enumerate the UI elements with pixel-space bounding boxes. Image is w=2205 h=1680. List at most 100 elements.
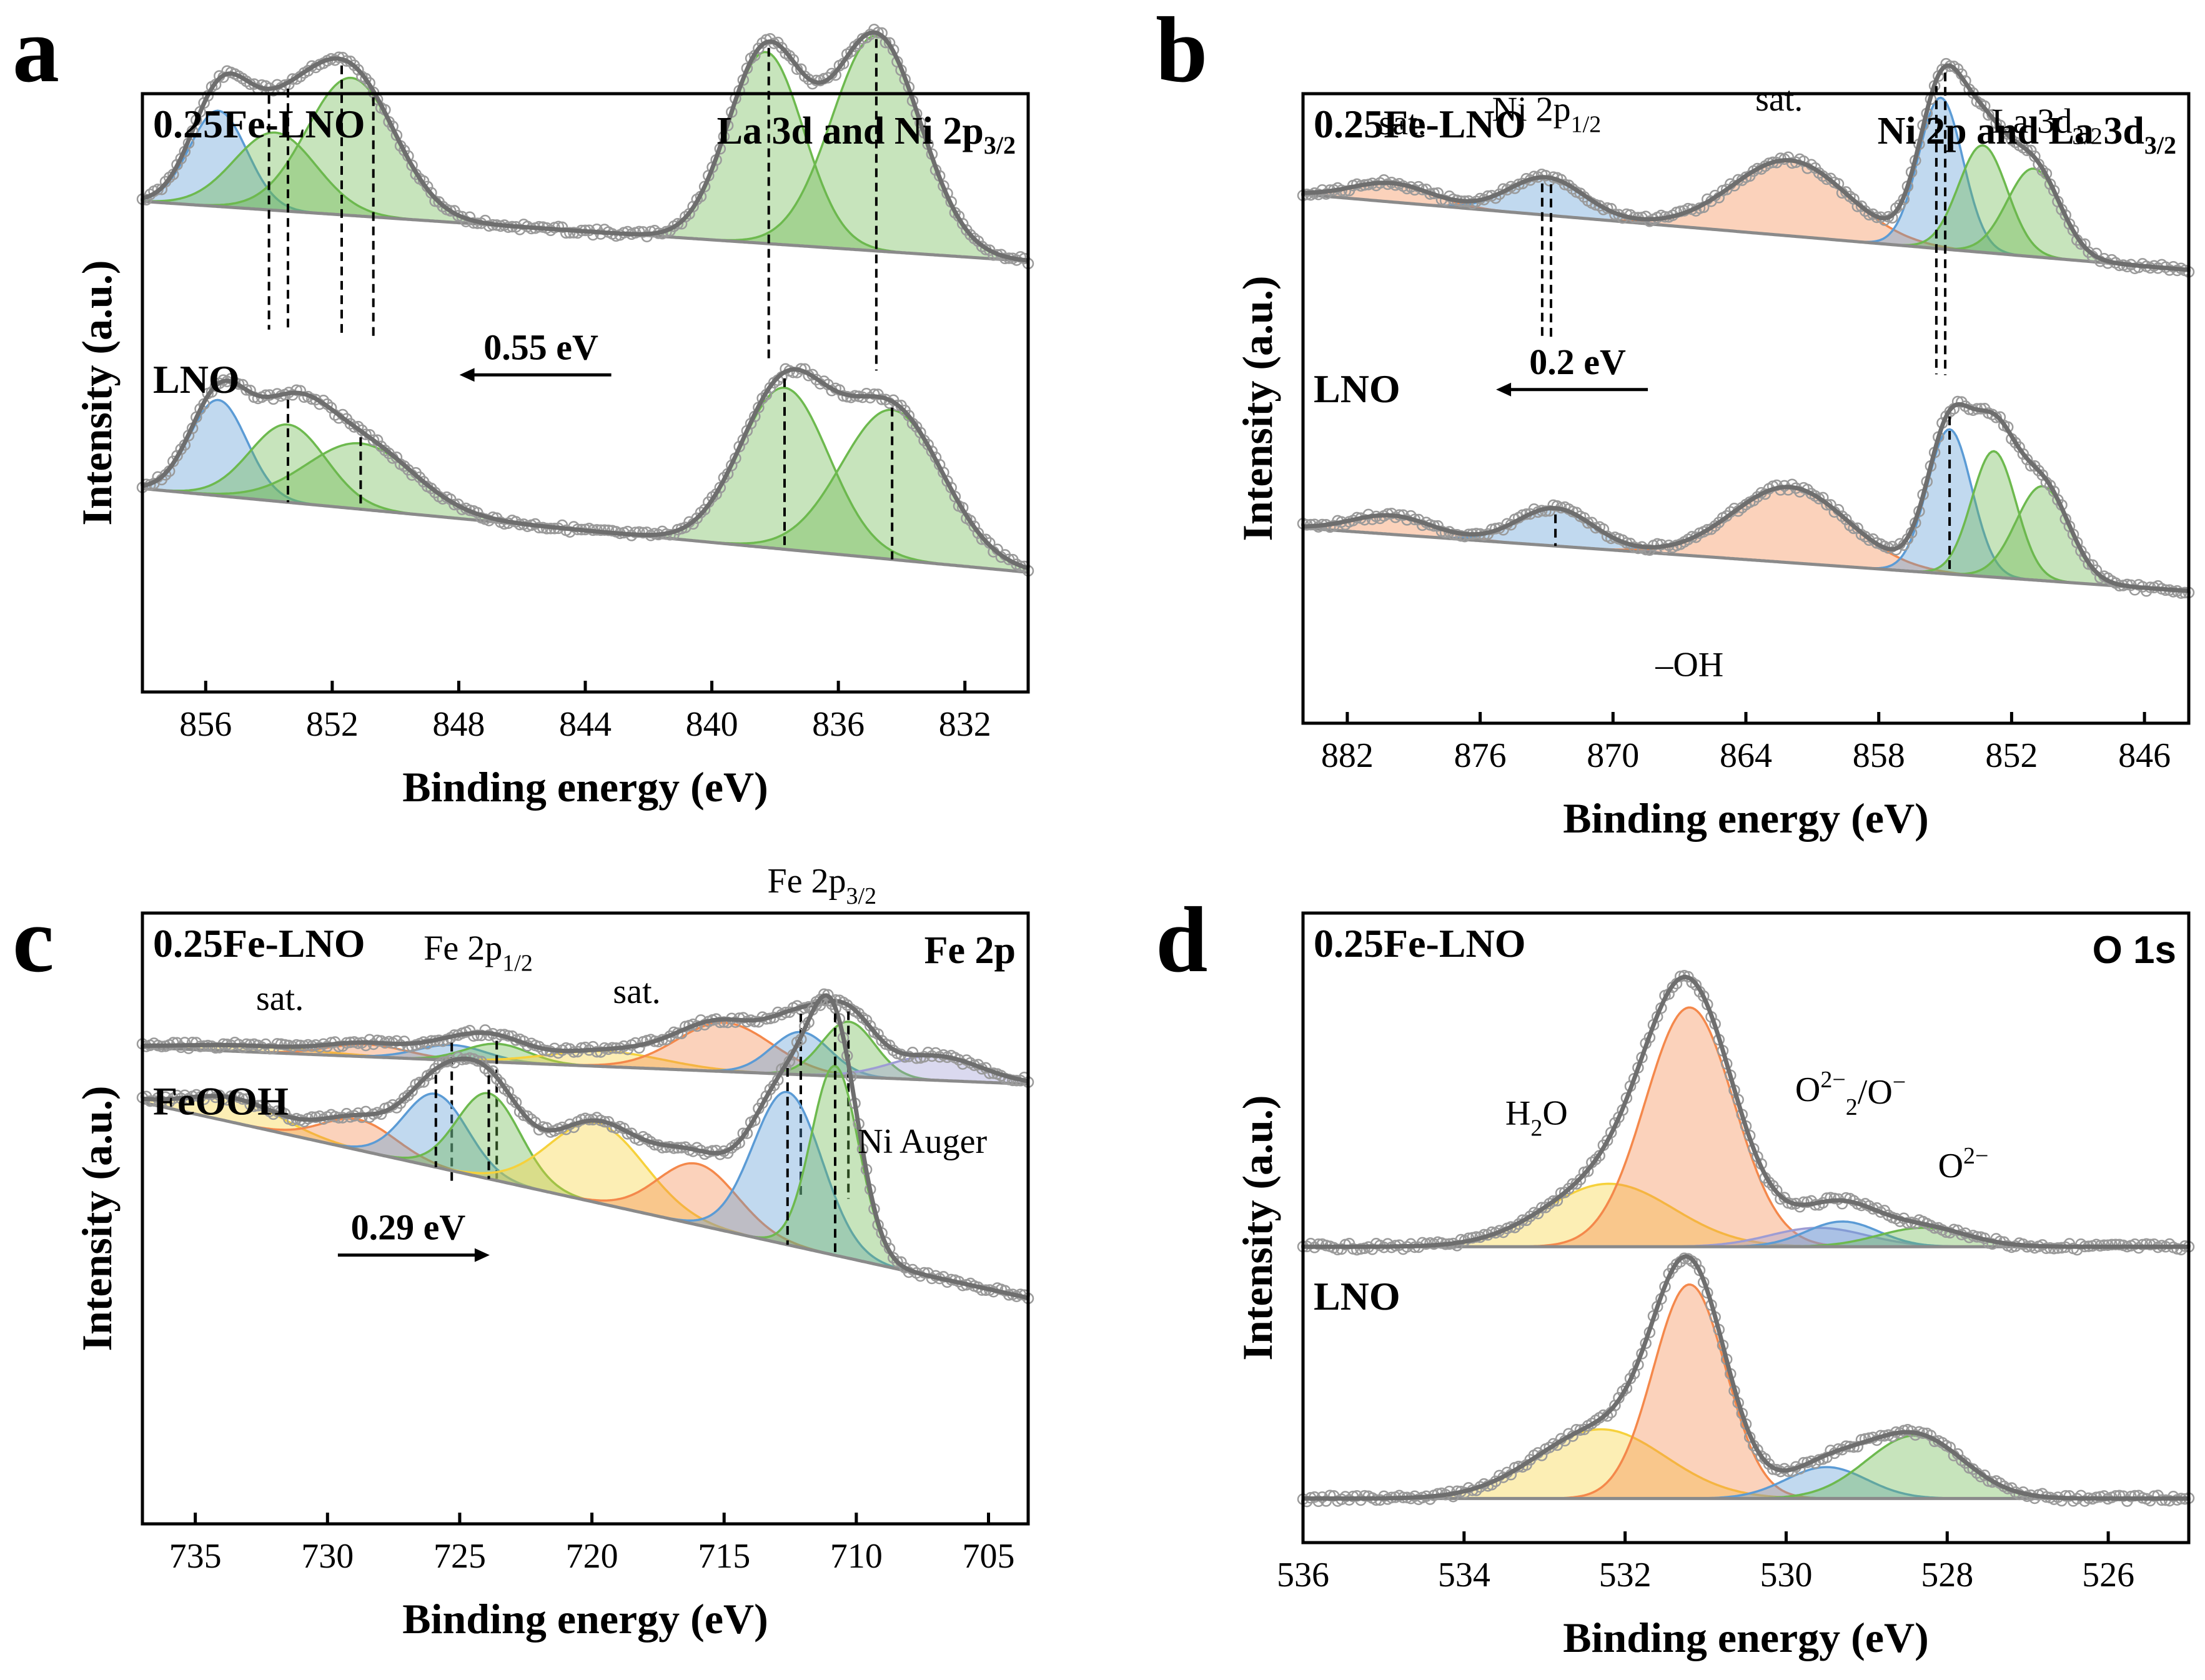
x-tick-label: 844 (559, 705, 612, 744)
sample-label: LNO (1314, 367, 1400, 411)
panel-letter: a (12, 0, 59, 102)
peak-annotation: La 3d3/2 (1991, 102, 2103, 149)
peak-annotation: sat. (613, 972, 660, 1011)
raw-point (1540, 1202, 1552, 1213)
peak-annotation: H2O (1505, 1094, 1568, 1142)
raw-point (595, 1046, 607, 1058)
raw-point (964, 229, 976, 241)
region-label: O 1s (2093, 929, 2176, 972)
raw-point (622, 525, 634, 538)
x-tick-label: 832 (939, 705, 991, 744)
x-tick-label: 715 (698, 1537, 750, 1576)
x-tick-label: 730 (301, 1537, 354, 1576)
shift-arrow (337, 1248, 490, 1262)
raw-point (2044, 480, 2056, 492)
raw-point (2129, 1490, 2141, 1502)
raw-point (564, 227, 576, 239)
x-tick-label: 876 (1454, 736, 1507, 775)
spectrum-b-0 (1297, 57, 2195, 375)
peak-annotation: sat. (256, 979, 304, 1018)
x-tick-label: 534 (1438, 1556, 1490, 1594)
panel-letter: c (12, 888, 54, 992)
raw-point (1547, 1195, 1559, 1207)
raw-point (1424, 1493, 1436, 1505)
peak-annotation: O2− (1938, 1143, 1989, 1185)
x-axis-label: Binding energy (eV) (402, 763, 768, 811)
y-axis-label: Intensity (a.u.) (1234, 1095, 1281, 1360)
raw-point (1752, 1444, 1763, 1456)
raw-point (1574, 187, 1587, 199)
raw-point (1690, 979, 1702, 991)
x-axis-label: Binding energy (eV) (1563, 1614, 1929, 1661)
shift-arrow (1496, 382, 1648, 397)
peak-annotation: Ni Auger (858, 1122, 987, 1161)
baseline-c-1 (142, 1100, 1029, 1300)
envelope-c-0 (142, 999, 1029, 1084)
raw-point (2129, 1238, 2141, 1250)
raw-point (371, 1034, 384, 1047)
raw-point (179, 1037, 191, 1049)
sample-label: LNO (153, 357, 240, 402)
peak-annotation: Fe 2p1/2 (424, 929, 533, 976)
raw-point (929, 1047, 942, 1059)
spectrum-a-1 (136, 363, 1034, 577)
raw-point (956, 218, 969, 230)
baseline-c-0 (142, 1045, 1029, 1086)
raw-point (972, 527, 984, 539)
spectrum-b-1 (1297, 395, 2195, 599)
peak-annotation: sat. (1755, 80, 1803, 119)
x-tick-label: 710 (830, 1537, 883, 1576)
panel-c: 0.25Fe-LNO FeOOH sat. Fe 2p1/2 sat. Fe 2p3/2 N… (12, 862, 1034, 1643)
panel-d: 0.25Fe-LNO LNO H2O –OH O2−2/O− O2− O 1s 536 534 5… (1156, 645, 2195, 1661)
raw-point (1878, 214, 1891, 226)
raw-point (910, 421, 923, 433)
raw-point (783, 50, 796, 62)
raw-point (2109, 1490, 2122, 1502)
shift-label: 0.2 eV (1529, 342, 1626, 382)
raw-point (1558, 1186, 1571, 1198)
sample-label: 0.25Fe-LNO (153, 921, 365, 966)
raw-point (1524, 1210, 1536, 1222)
envelope-c-1 (142, 993, 1029, 1300)
raw-point (714, 1016, 726, 1029)
raw-point (1563, 179, 1575, 192)
raw-point (891, 399, 903, 412)
raw-point (375, 440, 387, 453)
envelope-b-0 (1303, 63, 2189, 272)
raw-point (306, 1111, 318, 1123)
sample-label: FeOOH (153, 1079, 289, 1124)
axes-frame (141, 911, 1030, 1526)
y-axis-label: Intensity (a.u.) (73, 1085, 121, 1351)
baseline-b-0 (1302, 192, 2189, 272)
spectrum-d-1 (1297, 1252, 2195, 1508)
x-tick-label: 870 (1587, 736, 1639, 775)
sample-label: 0.25Fe-LNO (153, 102, 365, 146)
raw-point (1994, 119, 2006, 131)
envelope-d-0 (1303, 974, 2189, 1249)
raw-point (2001, 128, 2014, 140)
shift-arrow (459, 368, 612, 382)
x-tick-label: 532 (1599, 1556, 1652, 1594)
panel-a: 0.25Fe-LNOLNONi 3d3/2La 3d3/2La 3d5/2La … (12, 0, 1034, 811)
raw-point (818, 988, 830, 1001)
envelope-b-1 (1302, 402, 2189, 593)
raw-point (737, 1012, 750, 1024)
raw-point (860, 388, 873, 400)
panel-letter: b (1156, 0, 1207, 102)
raw-point (406, 1085, 418, 1097)
raw-point (1312, 1238, 1324, 1250)
x-tick-label: 846 (2118, 736, 2171, 775)
raw-point (214, 1042, 225, 1054)
raw-point (1359, 1490, 1370, 1502)
spectrum-d-0 (1297, 970, 2195, 1256)
raw-point (922, 1047, 934, 1059)
raw-point (490, 1073, 503, 1085)
x-tick-label: 528 (1921, 1556, 1973, 1594)
raw-point (2140, 1238, 2153, 1250)
raw-point (367, 434, 380, 447)
x-tick-label: 882 (1321, 736, 1374, 775)
raw-point (2021, 453, 2033, 466)
x-tick-label: 536 (1277, 1556, 1329, 1594)
